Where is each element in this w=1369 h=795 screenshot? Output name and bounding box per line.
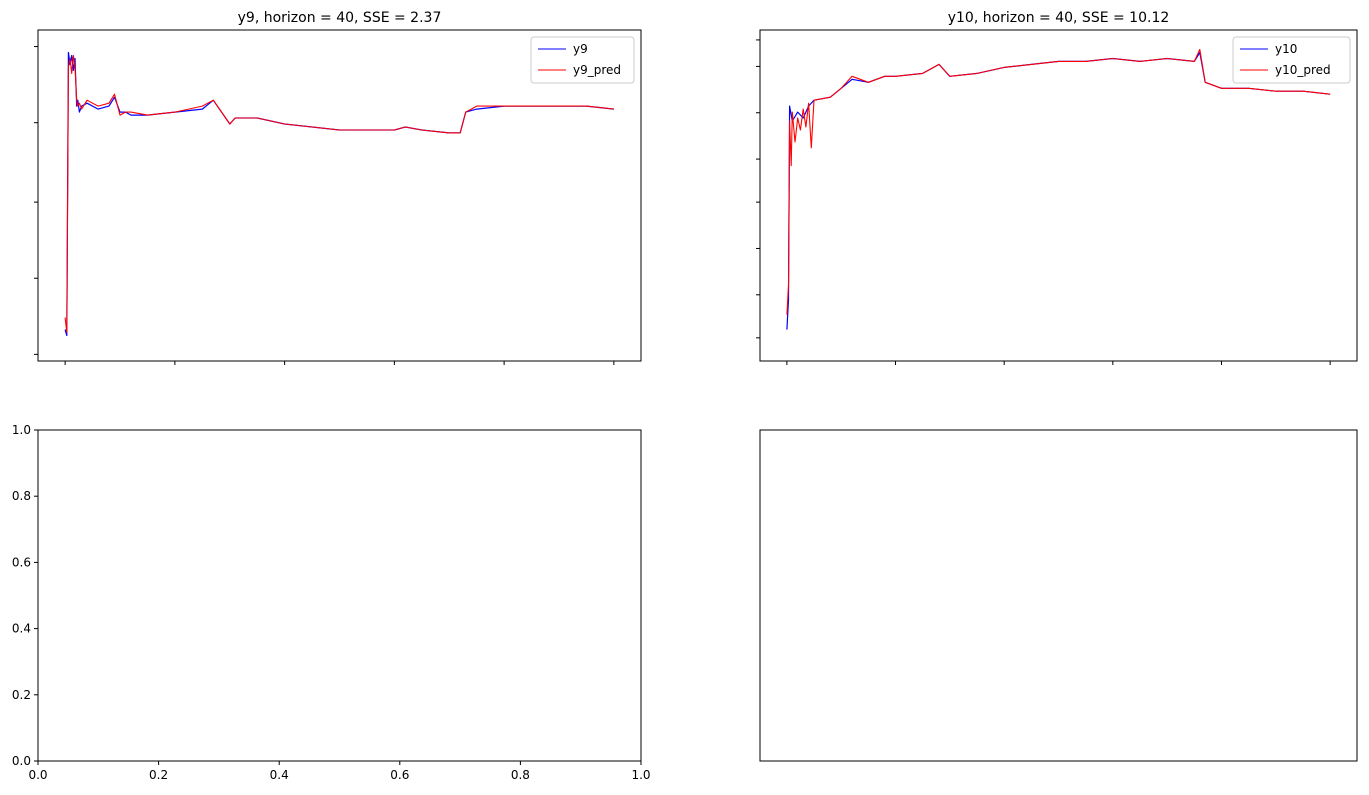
x-tick-label: 0.6 [390,768,409,782]
y-tick-label: 0.0 [12,754,31,768]
y-tick-label: 0.2 [12,688,31,702]
plot-area-frame [37,429,642,762]
legend: y10 y10_pred [1232,36,1351,84]
legend-label-y9-pred: y9_pred [573,63,621,77]
legend-label-y10: y10 [1275,42,1297,56]
plot-area-frame [759,29,1358,362]
y-tick-label: 0.8 [12,489,31,503]
subplot-empty-with-ticks: 0.0 0.2 0.4 0.6 0.8 1.0 0.0 0.2 0.4 0.6 0.8 1.0 [12,423,651,782]
subplot-y10: y10, horizon = 40, SSE = 10.12 y10 y10_p… [756,10,1358,365]
subplot-title: y9, horizon = 40, SSE = 2.37 [238,10,442,26]
plot-area-frame [37,29,642,362]
subplot-title: y10, horizon = 40, SSE = 10.12 [948,10,1170,26]
x-tick-label: 0.2 [149,768,168,782]
legend-label-y10-pred: y10_pred [1275,63,1331,77]
legend: y9 y9_pred [530,36,635,84]
x-tick-label: 1.0 [631,768,650,782]
series-line-y9-pred [64,54,614,334]
subplot-empty [759,429,1358,762]
series-line-y10 [786,51,1331,330]
series-line-y10-pred [786,48,1331,315]
x-tick-label: 0.0 [28,768,47,782]
y-tick-label: 1.0 [12,423,31,437]
plot-area-frame [759,429,1358,762]
y-tick-label: 0.6 [12,555,31,569]
x-tick-label: 0.8 [511,768,530,782]
legend-label-y9: y9 [573,42,588,56]
x-tick-label: 0.4 [270,768,289,782]
series-line-y9 [64,51,614,337]
y-tick-label: 0.4 [12,622,31,636]
subplot-y9: y9, horizon = 40, SSE = 2.37 y9 y9_pred [34,10,642,365]
